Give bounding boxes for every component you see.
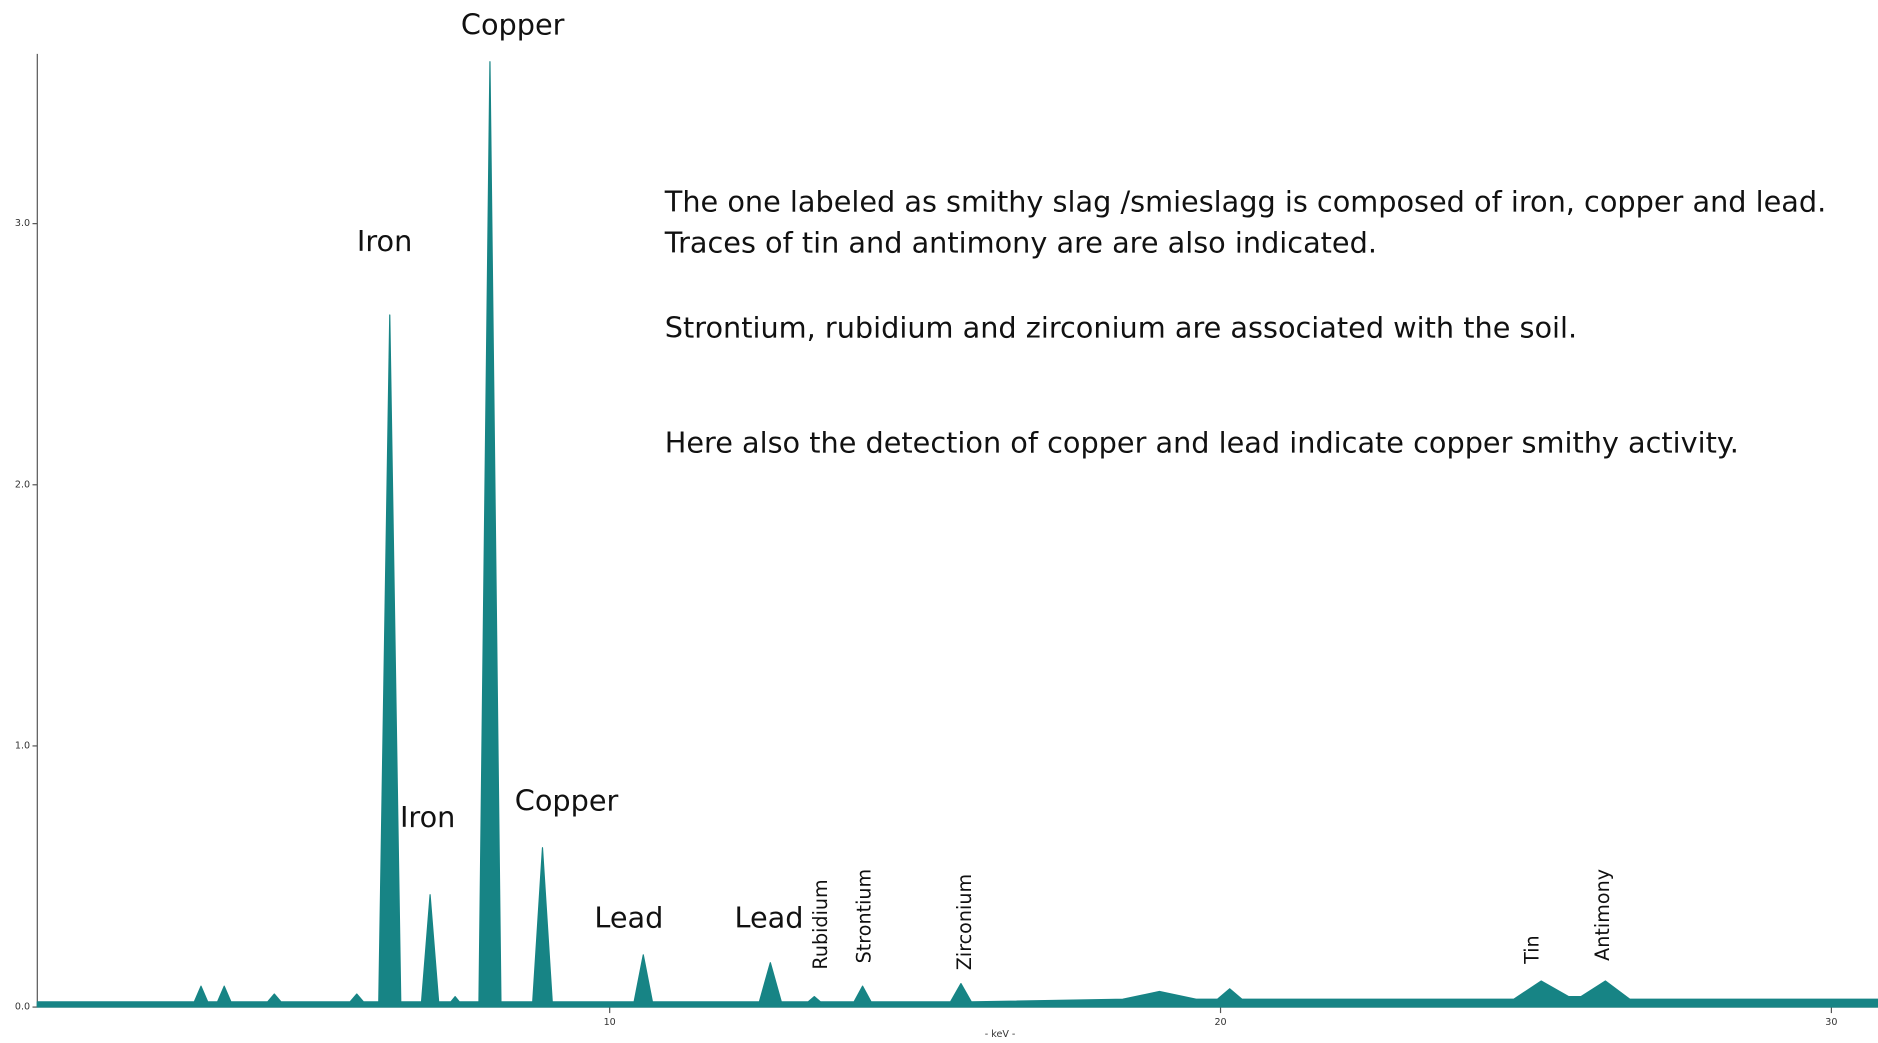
note-line: Strontium, rubidium and zirconium are as… [665,310,1577,344]
y-tick-label: 0.0 [15,1002,30,1013]
peak-label: Iron [357,224,412,258]
peak-label: Zirconium [953,874,976,970]
peak-label: Lead [594,901,663,935]
peak-label: Copper [461,7,565,41]
y-tick-label: 1.0 [15,740,30,751]
x-tick-label: 30 [1825,1017,1837,1028]
spectrum-area [36,61,1878,1008]
peak-label: Strontium [852,869,875,964]
x-axis-label: - keV - [985,1029,1016,1040]
peak-label: Iron [400,800,455,834]
peak-label: Antimony [1591,869,1614,961]
peak-label: Tin [1520,935,1543,965]
y-tick-label: 3.0 [15,218,30,229]
peak-label: Rubidium [809,879,832,969]
y-tick-label: 2.0 [15,479,30,490]
peak-label: Lead [734,901,803,935]
note-line: Here also the detection of copper and le… [665,425,1739,459]
x-tick-label: 20 [1214,1017,1226,1028]
peak-label: Copper [515,783,619,817]
note-line: Traces of tin and antimony are are also … [664,225,1377,259]
x-tick-label: 10 [604,1017,616,1028]
note-line: The one labeled as smithy slag /smieslag… [664,185,1826,219]
